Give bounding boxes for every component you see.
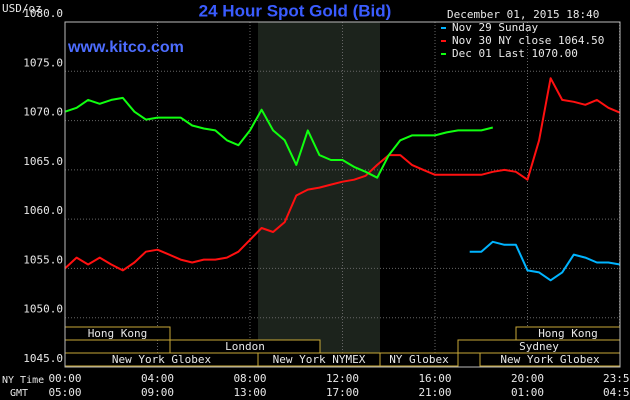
x2-tick-label: 09:00 xyxy=(141,386,174,399)
series-line xyxy=(64,96,494,179)
x2-tick-label: 21:00 xyxy=(418,386,451,399)
x-tick-label: 00:00 xyxy=(48,372,81,385)
sessions: Hong Kong London New York Globex New York N… xyxy=(64,326,621,367)
session-label: New York Globex xyxy=(112,353,212,366)
x2-tick-label: 05:00 xyxy=(48,386,81,399)
series-line xyxy=(469,240,621,282)
y-tick-label: 1050.0 xyxy=(23,303,63,316)
y-tick-label: 1060.0 xyxy=(23,204,63,217)
y-tick-label: 1055.0 xyxy=(23,253,63,266)
plot xyxy=(64,77,621,282)
x2-axis-label: GMT xyxy=(10,388,28,399)
legend-label: Dec 01 Last 1070.00 xyxy=(452,47,578,60)
y-tick-label: 1080.0 xyxy=(23,7,63,20)
legend-label: Nov 30 NY close 1064.50 xyxy=(452,34,604,47)
watermark: www.kitco.com xyxy=(67,39,184,56)
session-label: Sydney xyxy=(519,340,559,353)
y-tick-label: 1075.0 xyxy=(23,56,63,69)
x-tick-label: 04:00 xyxy=(141,372,174,385)
session-label: New York NYMEX xyxy=(273,353,366,366)
legend-label: Nov 29 Sunday xyxy=(452,21,538,34)
timestamp: December 01, 2015 18:40 xyxy=(447,8,599,21)
x2-tick-label: 17:00 xyxy=(326,386,359,399)
y-axis-label: USD/oz xyxy=(2,2,42,15)
session-label: London xyxy=(225,340,265,353)
session-label: Hong Kong xyxy=(88,327,148,340)
session-box xyxy=(379,352,459,367)
x2-tick-label: 04:59 xyxy=(603,386,630,399)
x-axis-label: NY Time xyxy=(2,375,44,386)
x-tick-label: 12:00 xyxy=(326,372,359,385)
x-tick-label: 16:00 xyxy=(418,372,451,385)
nymex-shade xyxy=(258,22,380,367)
y-tick-label: 1045.0 xyxy=(23,352,63,365)
x-tick-label: 23:59 xyxy=(603,372,630,385)
session-label: NY Globex xyxy=(389,353,449,366)
x2-tick-label: 13:00 xyxy=(233,386,266,399)
x-tick-label: 20:00 xyxy=(511,372,544,385)
y-tick-label: 1070.0 xyxy=(23,106,63,119)
x2-tick-label: 01:00 xyxy=(511,386,544,399)
y-tick-label: 1065.0 xyxy=(23,155,63,168)
x-tick-label: 08:00 xyxy=(233,372,266,385)
session-label: Hong Kong xyxy=(538,327,598,340)
series-line xyxy=(64,77,621,272)
plot-frame xyxy=(64,21,621,368)
chart-title: 24 Hour Spot Gold (Bid) xyxy=(199,1,392,20)
session-label: New York Globex xyxy=(500,353,600,366)
